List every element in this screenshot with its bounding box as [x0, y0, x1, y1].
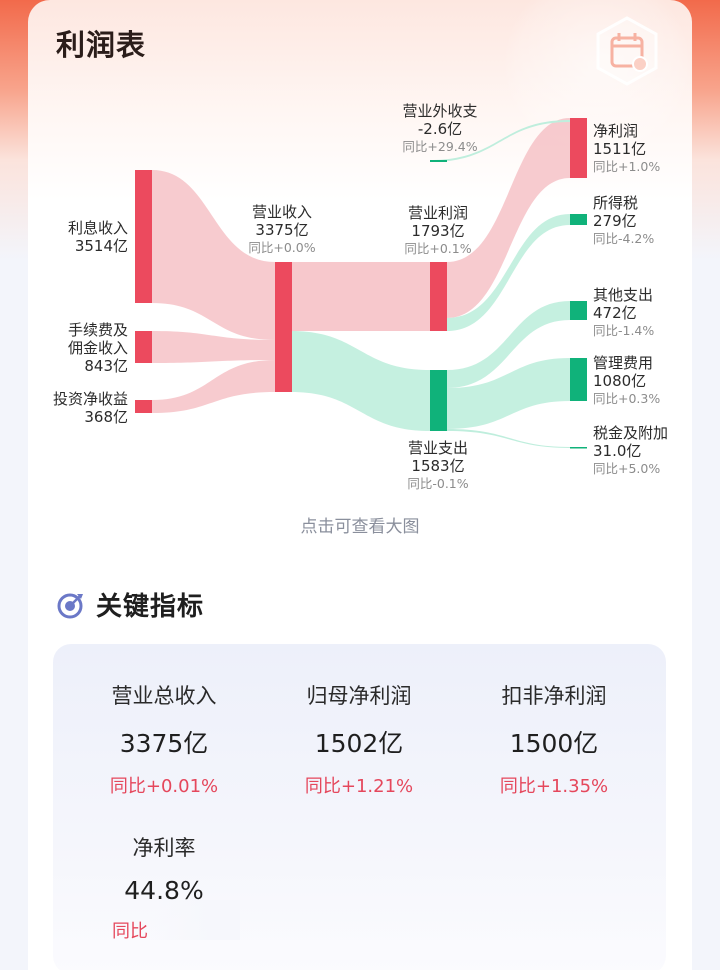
- flow-revenue-to-opprofit: [291, 262, 430, 331]
- kpi-change: 同比+1.35%: [499, 776, 609, 797]
- target-icon: [57, 593, 83, 618]
- kpi-value: 1502亿: [314, 729, 404, 758]
- flow-opprofit-to-netprofit: [447, 118, 570, 318]
- kpi-name: 营业总收入: [111, 684, 217, 708]
- label-income-tax: 所得税 279亿 同比-4.2%: [593, 194, 655, 246]
- label-invest-income: 投资净收益 368亿: [52, 390, 128, 426]
- kpi-change: 同比+0.01%: [109, 776, 219, 797]
- label-fee-income: 手续费及 佣金收入 843亿: [67, 321, 128, 375]
- kpi-deducted-net-profit[interactable]: 扣非净利润 1500亿 同比+1.35%: [454, 680, 654, 798]
- node-net-profit: [570, 118, 587, 178]
- flow-opexp-to-taxsurcharge: [447, 429, 570, 448]
- flow-fee-to-revenue: [152, 331, 275, 363]
- kpi-section-header: 关键指标: [56, 586, 204, 623]
- flow-opprofit-to-tax: [447, 214, 570, 331]
- label-op-profit: 营业利润 1793亿 同比+0.1%: [404, 204, 472, 256]
- kpi-name: 扣非净利润: [501, 684, 607, 708]
- node-op-expense: [430, 370, 447, 431]
- node-income-tax: [570, 214, 587, 225]
- calendar-icon: [596, 16, 658, 86]
- kpi-name: 净利率: [132, 836, 196, 860]
- label-revenue: 营业收入 3375亿 同比+0.0%: [248, 203, 316, 255]
- node-interest-income: [135, 170, 152, 303]
- page-title: 利润表: [56, 28, 147, 62]
- flow-invest-to-revenue: [152, 360, 275, 413]
- kpi-total-revenue[interactable]: 营业总收入 3375亿 同比+0.01%: [64, 680, 264, 798]
- flow-interest-to-revenue: [152, 170, 275, 340]
- label-other-exp: 其他支出 472亿 同比-1.4%: [593, 286, 655, 338]
- label-tax-surcharge: 税金及附加 31.0亿 同比+5.0%: [593, 424, 669, 476]
- kpi-fade-overlay: [150, 900, 240, 940]
- flow-opexp-to-other: [447, 301, 570, 388]
- node-fee-income: [135, 331, 152, 363]
- flow-opexp-to-admin: [447, 358, 570, 429]
- header-decoration: [502, 0, 692, 160]
- node-non-op: [430, 160, 447, 162]
- label-net-profit: 净利润 1511亿 同比+1.0%: [593, 122, 661, 174]
- kpi-value: 3375亿: [119, 729, 209, 758]
- kpi-value: 1500亿: [509, 729, 599, 758]
- flow-nonop-to-netprofit: [430, 120, 570, 162]
- kpi-change: 同比+1.21%: [304, 776, 414, 797]
- kpi-parent-net-profit[interactable]: 归母净利润 1502亿 同比+1.21%: [259, 680, 459, 798]
- node-revenue: [275, 262, 292, 392]
- label-non-op: 营业外收支 -2.6亿 同比+29.4%: [402, 102, 478, 154]
- node-tax-surcharge: [570, 447, 587, 449]
- node-invest-income: [135, 400, 152, 413]
- label-admin-exp: 管理费用 1080亿 同比+0.3%: [593, 354, 661, 406]
- label-interest-income: 利息收入 3514亿: [67, 219, 128, 255]
- view-big-image-link[interactable]: 点击可查看大图: [300, 517, 420, 537]
- label-op-expense: 营业支出 1583亿 同比-0.1%: [407, 439, 469, 491]
- node-op-profit: [430, 262, 447, 331]
- kpi-section-title: 关键指标: [96, 592, 205, 622]
- node-admin-exp: [570, 358, 587, 401]
- kpi-name: 归母净利润: [306, 684, 412, 708]
- flow-revenue-to-opexpense: [291, 331, 430, 431]
- income-sankey-diagram[interactable]: [0, 0, 720, 560]
- kpi-change: 同比: [112, 921, 148, 942]
- node-other-exp: [570, 301, 587, 320]
